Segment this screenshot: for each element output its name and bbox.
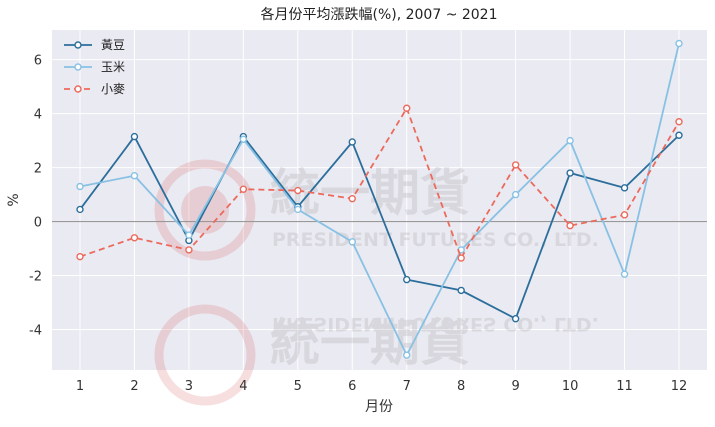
x-tick-labels: 1 2 3 4 5 6 7 8 9 10 11 12: [76, 379, 687, 394]
watermark-text-en: PRESIDENT FUTURES CO., LTD.: [272, 229, 599, 251]
x-tick-label: 11: [616, 379, 633, 394]
plot-background: [52, 30, 707, 370]
legend-label: 黃豆: [101, 38, 125, 52]
y-tick-label: -4: [29, 324, 42, 339]
x-tick-label: 10: [562, 379, 579, 394]
x-tick-label: 7: [403, 379, 411, 394]
data-point: [511, 161, 520, 169]
data-point: [239, 135, 248, 143]
data-point: [294, 186, 302, 195]
x-tick-label: 4: [239, 379, 247, 394]
watermark-text-cn-lower: 統一期貨: [270, 314, 470, 372]
data-point: [76, 182, 84, 191]
data-point: [403, 104, 411, 112]
data-point: [566, 221, 574, 230]
data-point: [511, 315, 520, 323]
chart-title: 各月份平均漲跌幅(%), 2007 ~ 2021: [260, 7, 497, 23]
data-point: [130, 132, 139, 141]
data-point: [511, 190, 520, 199]
series-line: [79, 134, 680, 320]
series-line: [79, 43, 680, 358]
series-layer: [76, 39, 683, 359]
series-line: [79, 106, 680, 261]
data-point: [620, 184, 629, 192]
y-tick-label: 0: [34, 216, 42, 231]
x-tick-label: 3: [185, 379, 193, 394]
x-tick-label: 8: [457, 379, 465, 394]
data-point: [185, 231, 193, 239]
x-tick-label: 6: [348, 379, 356, 394]
x-tick-label: 1: [76, 379, 84, 394]
data-point: [566, 169, 574, 177]
series-2: [76, 39, 683, 359]
data-point: [348, 138, 356, 146]
data-point: [675, 131, 683, 139]
data-point: [675, 118, 683, 126]
series-3: [76, 104, 683, 262]
legend-label: 小麥: [101, 82, 125, 96]
x-tick-label: 2: [130, 379, 138, 394]
watermark-text-en-mirrored: PRESIDENT FUTURES CO., LTD.: [272, 313, 599, 335]
data-point: [457, 254, 465, 262]
y-tick-labels: -4 -2 0 2 4 6: [29, 54, 42, 339]
data-point: [566, 136, 574, 145]
y-tick-label: 6: [34, 54, 42, 69]
x-tick-label: 5: [294, 379, 302, 394]
data-point: [620, 270, 629, 278]
data-point: [348, 238, 356, 246]
data-point: [457, 286, 465, 295]
data-point: [130, 172, 139, 180]
data-point: [348, 194, 356, 203]
data-point: [130, 234, 139, 242]
watermark-logo: [154, 159, 256, 406]
legend-swatch-marker: [74, 63, 82, 71]
x-tick-label: 12: [671, 379, 688, 394]
data-point: [675, 39, 683, 48]
data-point: [185, 246, 193, 254]
legend-swatch-marker: [74, 85, 82, 93]
y-tick-label: 2: [34, 162, 42, 177]
data-point: [403, 275, 411, 284]
data-point: [403, 351, 411, 359]
y-tick-label: -2: [29, 270, 42, 285]
data-point: [620, 211, 629, 219]
y-tick-label: 4: [34, 108, 42, 123]
x-tick-label: 9: [511, 379, 519, 394]
x-axis-label: 月份: [365, 399, 393, 415]
legend-label: 玉米: [101, 60, 125, 74]
data-point: [76, 205, 84, 214]
data-point: [239, 185, 248, 193]
legend-swatch-marker: [74, 41, 82, 49]
y-axis-label: %: [6, 193, 22, 206]
data-point: [76, 252, 84, 261]
data-point: [294, 205, 302, 214]
